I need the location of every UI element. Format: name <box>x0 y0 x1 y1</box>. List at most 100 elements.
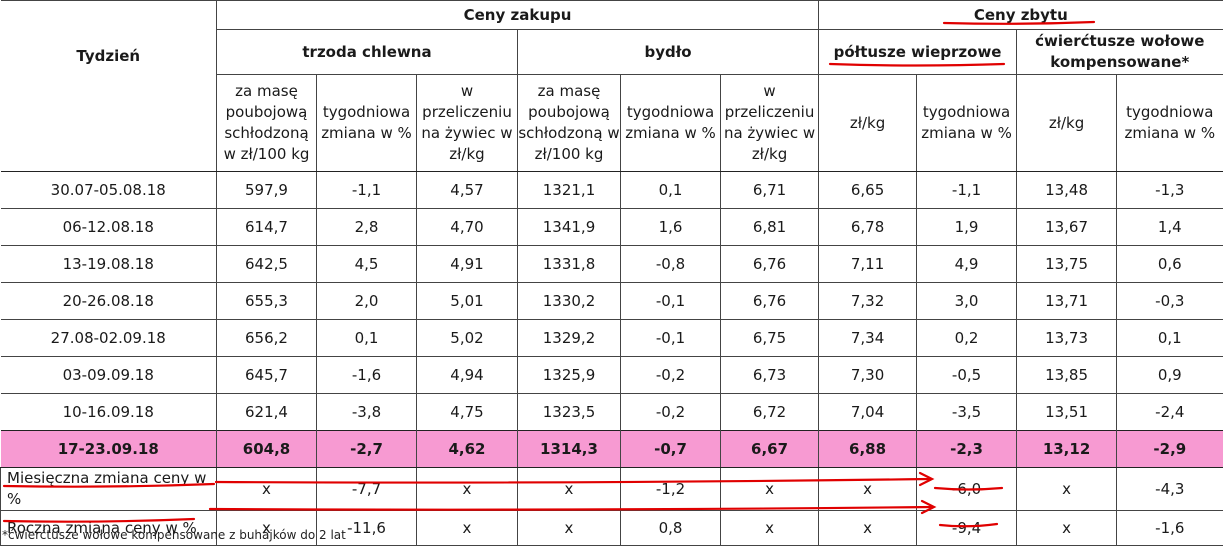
value-cell: 6,72 <box>719 393 819 431</box>
monthly-change-row: Miesięczna zmiana ceny w % x -7,7 x x -1… <box>0 467 1223 511</box>
value-cell: -1,6 <box>1116 510 1223 546</box>
value-cell: 6,65 <box>818 171 917 209</box>
subheader-pork-zlkg: zł/kg <box>818 74 917 172</box>
value-cell: x <box>216 510 317 546</box>
subheader-pigs-live: w przeliczeniu na żywiec w zł/kg <box>416 74 518 172</box>
value-cell: x <box>416 510 518 546</box>
value-cell: 1329,2 <box>517 319 621 357</box>
value-cell: 0,1 <box>316 319 417 357</box>
value-cell: 621,4 <box>216 393 317 431</box>
value-cell: 604,8 <box>216 430 317 468</box>
value-cell: -1,2 <box>620 467 721 511</box>
value-cell: 656,2 <box>216 319 317 357</box>
subheader-pork-weekly: tygodniowa zmiana w % <box>916 74 1017 172</box>
value-cell: -0,1 <box>620 282 721 320</box>
value-cell: 4,62 <box>416 430 518 468</box>
value-cell: -2,9 <box>1116 430 1223 468</box>
week-cell: 20-26.08.18 <box>0 282 217 320</box>
table-row: 10-16.09.18 621,4 -3,8 4,75 1323,5 -0,2 … <box>0 393 1223 431</box>
value-cell: 4,70 <box>416 208 518 246</box>
value-cell: x <box>719 467 819 511</box>
value-cell: 13,12 <box>1016 430 1117 468</box>
week-cell: 03-09.09.18 <box>0 356 217 394</box>
value-cell: -1,3 <box>1116 171 1223 209</box>
value-cell: -0,3 <box>1116 282 1223 320</box>
value-cell: 597,9 <box>216 171 317 209</box>
value-cell: 0,8 <box>620 510 721 546</box>
value-cell: 5,01 <box>416 282 518 320</box>
value-cell: 1323,5 <box>517 393 621 431</box>
subheader-pigs-mass: za masę poubojową schłodzoną w zł/100 kg <box>216 74 317 172</box>
value-cell: -0,2 <box>620 356 721 394</box>
value-cell: 1,4 <box>1116 208 1223 246</box>
yearly-change-label: Roczna zmiana ceny w % <box>0 510 217 546</box>
table-row: 30.07-05.08.18 597,9 -1,1 4,57 1321,1 0,… <box>1 171 1223 209</box>
subheader-beef-weekly: tygodniowa zmiana w % <box>1116 74 1223 172</box>
header-cattle: bydło <box>516 29 819 75</box>
value-cell: 5,02 <box>416 319 518 357</box>
value-cell: 6,73 <box>719 356 819 394</box>
value-cell: 1321,1 <box>517 171 621 209</box>
value-cell: 7,04 <box>818 393 917 431</box>
week-cell: 06-12.08.18 <box>0 208 217 246</box>
subheader-beef-zlkg: zł/kg <box>1016 74 1117 172</box>
value-cell: 614,7 <box>216 208 317 246</box>
value-cell: -1,1 <box>916 171 1017 209</box>
yearly-change-row: Roczna zmiana ceny w % x -11,6 x x 0,8 x… <box>0 510 1223 546</box>
value-cell: 6,88 <box>818 430 917 468</box>
value-cell: 655,3 <box>216 282 317 320</box>
value-cell: 0,2 <box>916 319 1017 357</box>
value-cell: -0,5 <box>916 356 1017 394</box>
week-cell: 30.07-05.08.18 <box>50 180 166 199</box>
value-cell: 4,57 <box>416 171 518 209</box>
footnote: *ćwierćtusze wołowe kompensowane z buhaj… <box>2 528 346 542</box>
value-cell: 0,6 <box>1116 245 1223 283</box>
value-cell: -3,5 <box>916 393 1017 431</box>
subheader-cattle-live: w przeliczeniu na żywiec w zł/kg <box>719 74 819 172</box>
value-cell: 6,78 <box>818 208 917 246</box>
value-cell: -3,8 <box>316 393 417 431</box>
table-row: 27.08-02.09.18 656,2 0,1 5,02 1329,2 -0,… <box>0 319 1223 357</box>
value-cell: x <box>517 510 621 546</box>
value-cell: -2,3 <box>916 430 1017 468</box>
table-row: 03-09.09.18 645,7 -1,6 4,94 1325,9 -0,2 … <box>0 356 1223 394</box>
week-cell: 13-19.08.18 <box>0 245 217 283</box>
value-cell: 1330,2 <box>517 282 621 320</box>
value-cell: 7,34 <box>818 319 917 357</box>
value-cell: 4,9 <box>916 245 1017 283</box>
value-cell: 4,75 <box>416 393 518 431</box>
value-cell: 2,0 <box>316 282 417 320</box>
value-cell: 645,7 <box>216 356 317 394</box>
header-purchase-prices: Ceny zakupu <box>215 0 819 30</box>
value-cell: 4,5 <box>316 245 417 283</box>
value-cell: 13,51 <box>1016 393 1117 431</box>
value-cell: -1,1 <box>316 171 417 209</box>
week-cell: 10-16.09.18 <box>0 393 217 431</box>
week-cell: 27.08-02.09.18 <box>0 319 217 357</box>
value-cell: -1,6 <box>316 356 417 394</box>
value-cell: 6,67 <box>719 430 819 468</box>
value-cell: 0,9 <box>1116 356 1223 394</box>
value-cell: x <box>818 510 917 546</box>
value-cell: -2,7 <box>316 430 417 468</box>
header-week: Tydzień <box>0 0 217 172</box>
table-row: 20-26.08.18 655,3 2,0 5,01 1330,2 -0,1 6… <box>0 282 1223 320</box>
subheader-cattle-mass: za masę poubojową schłodzoną w zł/100 kg <box>517 74 621 172</box>
value-cell: 4,94 <box>416 356 518 394</box>
header-pigs: trzoda chlewna <box>216 29 518 75</box>
value-cell: 1341,9 <box>517 208 621 246</box>
value-cell: x <box>216 467 317 511</box>
value-cell: 13,85 <box>1016 356 1117 394</box>
value-cell: 2,8 <box>316 208 417 246</box>
value-cell: 4,91 <box>416 245 518 283</box>
value-cell: x <box>719 510 819 546</box>
value-cell: 6,71 <box>719 171 819 209</box>
value-cell: 7,32 <box>818 282 917 320</box>
value-cell: -6,0 <box>916 467 1017 511</box>
subheader-cattle-weekly: tygodniowa zmiana w % <box>620 74 721 172</box>
value-cell: 13,75 <box>1016 245 1117 283</box>
value-cell: -11,6 <box>316 510 417 546</box>
subheader-pigs-weekly: tygodniowa zmiana w % <box>316 74 417 172</box>
highlighted-row: 17-23.09.18 604,8 -2,7 4,62 1314,3 -0,7 … <box>0 430 1223 468</box>
